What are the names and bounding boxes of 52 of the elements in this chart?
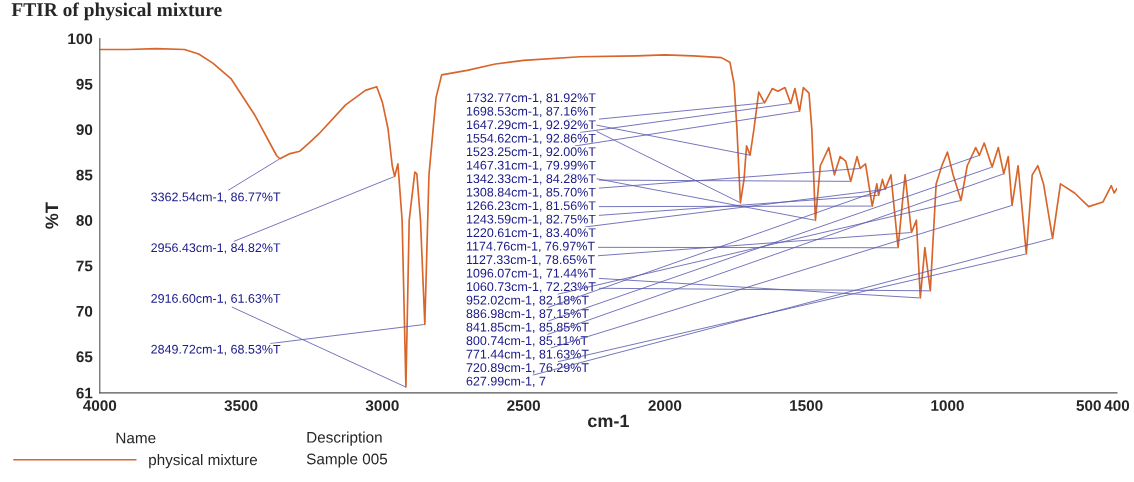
x-tick-label: 2000 [648,400,682,411]
annotation: 1174.76cm-1, 76.97%T [466,241,595,253]
y-tick-label: 95 [76,78,93,90]
annotation: 1554.62cm-1, 92.86%T [466,133,596,145]
x-axis-title: cm-1 [588,414,629,428]
x-tick-label: 3500 [224,400,258,412]
annotation: 627.99cm-1, 7 [466,376,546,388]
annotation: 771.44cm-1, 81.63%T [466,349,589,361]
text: Sample 005 [306,453,388,468]
annotation: 720.89cm-1, 76.29%T [466,363,589,374]
annotation: 2849.72cm-1, 68.53%T [151,344,281,356]
legend-title: Name [116,432,156,444]
x-tick-label: 3000 [365,400,399,412]
y-tick-label: 90 [76,124,93,136]
annotation: 1342.33cm-1, 84.28%T [466,174,596,185]
annotation: 1467.31cm-1, 79.99%T [466,160,596,172]
annotation: 952.02cm-1, 82.18%T [466,295,589,307]
annotation: 1266.23cm-1, 81.56%T [466,201,596,212]
annotation: 1243.59cm-1, 82.75%T [466,214,596,226]
annotation: 1060.73cm-1, 72.23%T [466,282,596,293]
annotation: 841.85cm-1, 85.85%T [466,322,589,334]
annotation: 886.98cm-1, 87.15%T [466,309,589,320]
x-tick-label: 1000 [931,400,964,411]
x-tick-label: 1500 [790,400,823,411]
annotation: 1647.29cm-1, 92.92%T [466,120,596,131]
y-tick-label: 65 [76,351,93,363]
annotation: 1220.61cm-1, 83.40%T [466,228,596,239]
y-tick-label: 70 [76,305,93,317]
y-tick-label: 75 [76,260,93,272]
annotation: 1308.84cm-1, 85.70%T [466,187,596,199]
text: physical mixture [149,454,258,469]
annotation: 1096.07cm-1, 71.44%T [466,268,596,280]
x-tick-label: 4000 [83,400,117,411]
x-tick-label: 400 [1104,400,1130,411]
y-tick-label: 100 [68,33,93,45]
annotation: 1523.25cm-1, 92.00%T [466,147,596,158]
annotation: 1732.77cm-1, 81.92%T [466,93,596,104]
chart-title: FTIR of physical mixture [11,2,222,21]
annotation: 3362.54cm-1, 86.77%T [151,192,281,203]
y-tick-label: 61 [76,387,93,399]
y-axis-title: %T [45,202,59,229]
annotation: 2916.60cm-1, 61.63%T [151,294,281,305]
annotation: 2956.43cm-1, 84.82%T [151,243,281,254]
y-tick-label: 85 [76,169,93,181]
text: Description [307,431,382,446]
x-tick-label: 500 [1076,400,1101,411]
x-tick-label: 2500 [507,400,540,411]
y-tick-label: 80 [76,215,93,226]
annotation: 1698.53cm-1, 87.16%T [466,106,596,118]
annotation: 800.74cm-1, 85.11%T [466,336,588,347]
line-series [99,47,1117,388]
annotation: 1127.33cm-1, 78.65%T [466,255,595,266]
